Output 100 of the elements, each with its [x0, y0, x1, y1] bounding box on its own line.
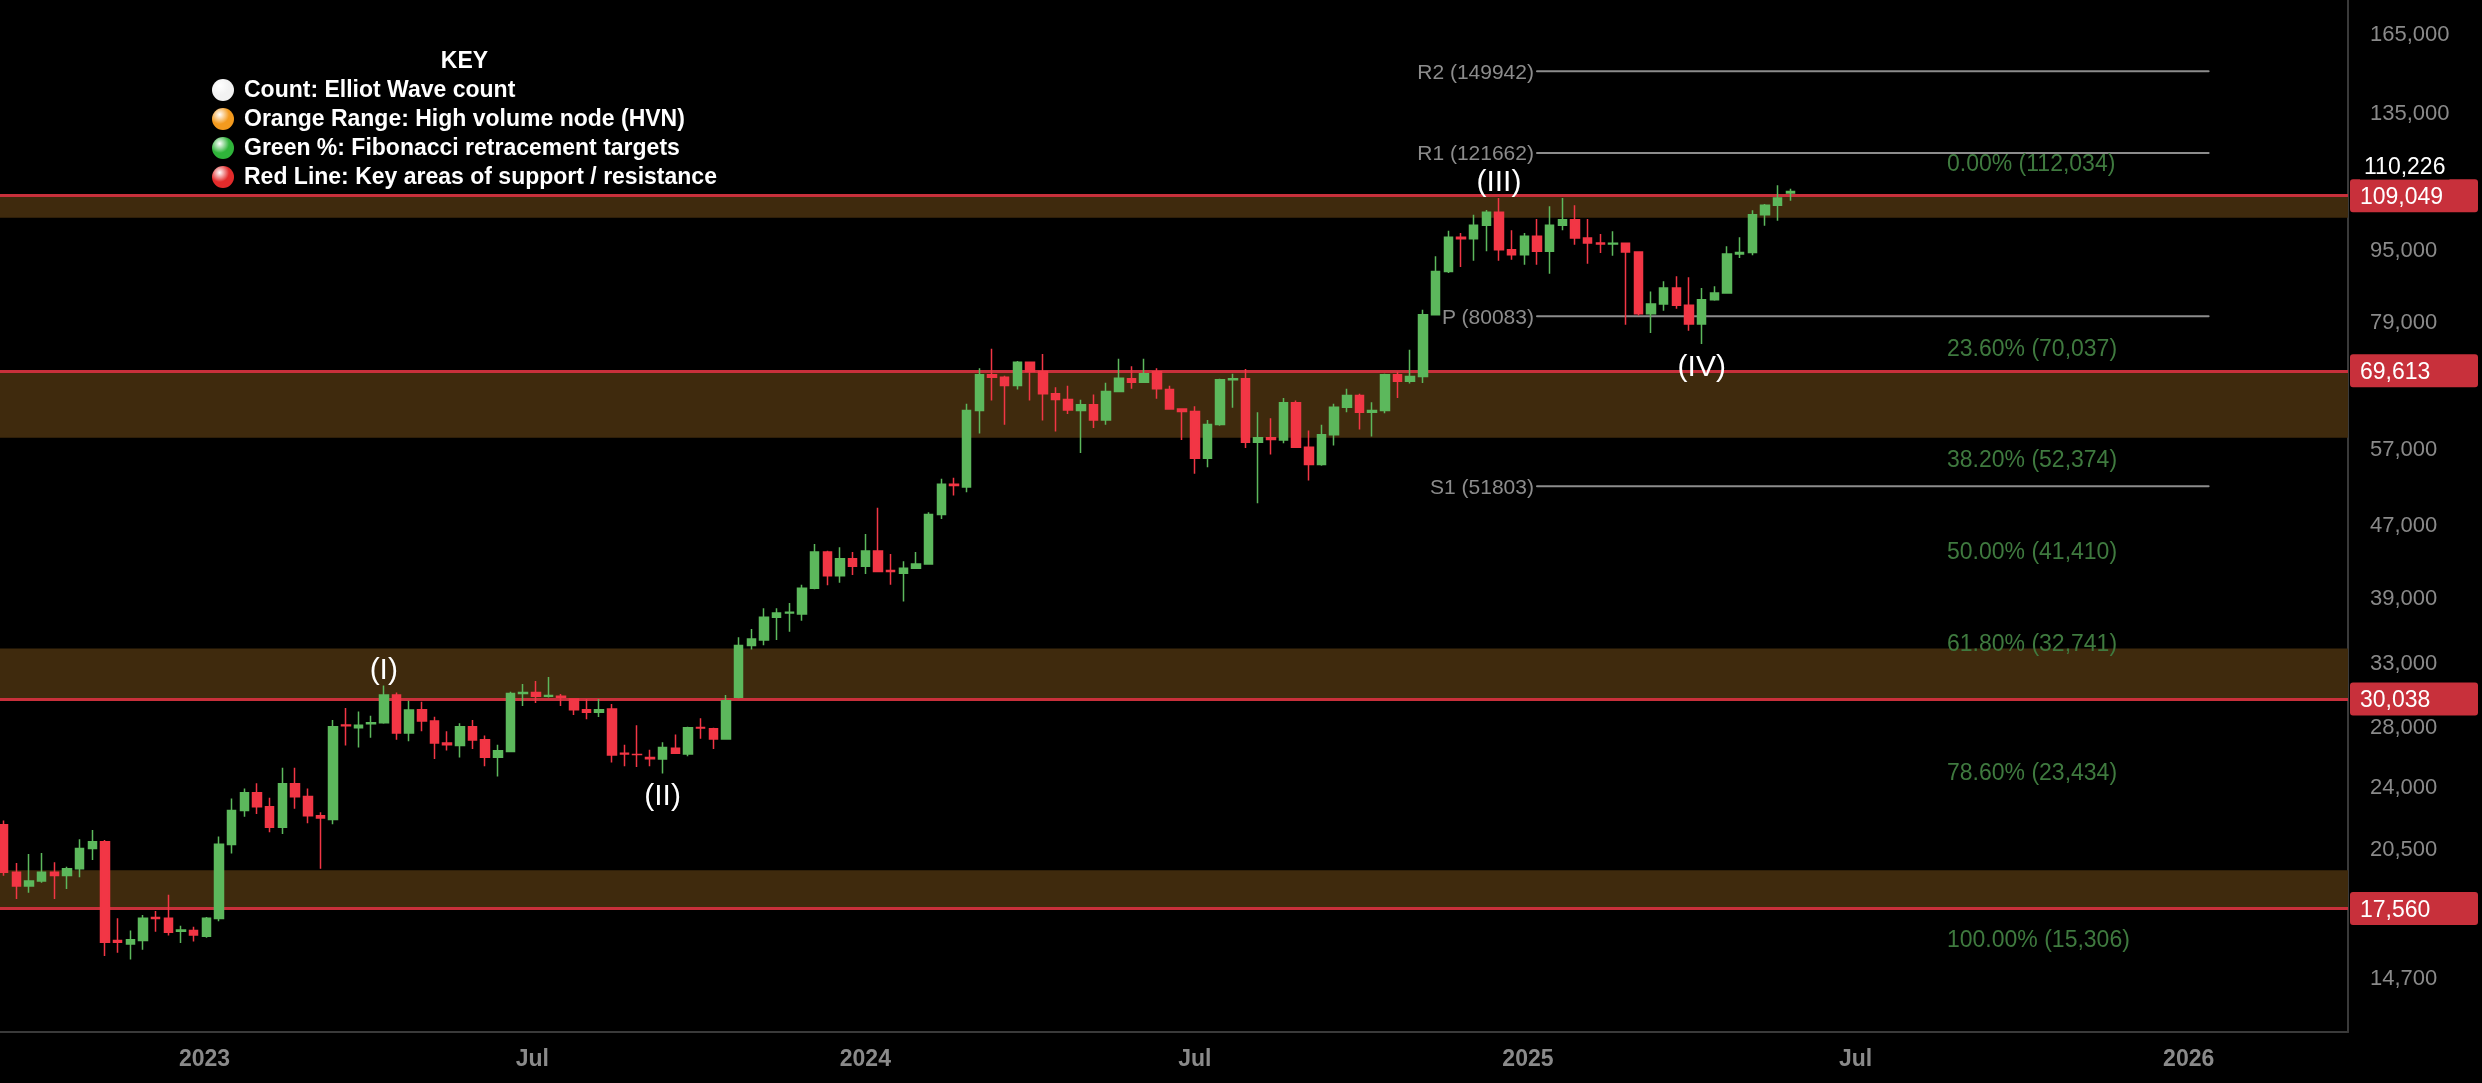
- candlestick: [1328, 403, 1340, 447]
- candlestick: [999, 375, 1010, 426]
- candlestick: [264, 797, 275, 834]
- candlestick: [429, 716, 440, 760]
- annotation: KEY: [439, 46, 490, 75]
- candlestick: [1468, 213, 1479, 262]
- candlestick: [1671, 275, 1682, 310]
- candlestick: [1696, 287, 1707, 345]
- text: 110,226: [2364, 153, 2446, 179]
- candlestick: [1303, 429, 1315, 482]
- candlestick: [809, 543, 820, 590]
- candlestick: [1544, 205, 1555, 275]
- candlestick: [555, 693, 567, 707]
- series-label: S1 (51803): [1430, 474, 1534, 498]
- candlestick: [1709, 285, 1720, 302]
- candlestick: [1126, 365, 1137, 390]
- candlestick: [1734, 236, 1745, 259]
- candlestick: [1683, 276, 1695, 332]
- candlestick: [226, 797, 237, 855]
- x-tick-label: 2026: [2163, 1044, 2215, 1071]
- candlestick: [517, 683, 529, 707]
- candlestick: [1772, 184, 1783, 222]
- candlestick: [1633, 251, 1644, 317]
- candlestick: [1202, 419, 1213, 468]
- candlestick: [11, 862, 22, 900]
- candlestick: [1569, 204, 1581, 246]
- annotation: Orange Range: High volume node (HVN): [244, 104, 685, 133]
- candlestick: [923, 511, 934, 566]
- y-tick-label: 33,000: [2370, 649, 2438, 675]
- candlestick: [188, 926, 199, 943]
- candlestick: [733, 636, 744, 699]
- y-tick-label: 28,000: [2370, 713, 2438, 739]
- candlestick: [1164, 385, 1175, 410]
- candlestick: [1658, 280, 1669, 312]
- candlestick: [872, 507, 884, 573]
- candlestick: [822, 550, 833, 587]
- candlestick: [898, 560, 909, 603]
- candlestick: [910, 551, 922, 570]
- x-tick-label: Jul: [1178, 1044, 1212, 1071]
- candlestick: [1404, 349, 1416, 385]
- candlestick: [289, 767, 301, 810]
- y-tick-label: 39,000: [2370, 584, 2438, 610]
- candlestick: [1506, 229, 1517, 261]
- candlestick: [581, 698, 592, 720]
- candlestick: [834, 546, 846, 584]
- candlestick: [885, 553, 896, 586]
- candlestick: [1595, 233, 1606, 254]
- candlestick: [403, 699, 415, 743]
- candlestick: [1100, 382, 1112, 426]
- candlestick: [1785, 187, 1796, 202]
- annotation: (III): [1476, 164, 1522, 198]
- candlestick: [1316, 424, 1327, 467]
- candlestick: [1151, 367, 1163, 400]
- candlestick: [1088, 393, 1099, 429]
- annotation: 38.20% (52,374): [1947, 446, 2118, 472]
- candlestick: [619, 743, 630, 767]
- candlestick: [378, 684, 390, 725]
- annotation: Count: Elliot Wave count: [244, 75, 516, 104]
- x-tick-label: 2023: [178, 1044, 231, 1071]
- y-tick-label: 24,000: [2370, 774, 2438, 800]
- candlestick: [1278, 397, 1289, 444]
- candlestick: [454, 722, 466, 759]
- candlestick: [1493, 197, 1505, 262]
- candlestick: [1620, 242, 1631, 326]
- candlestick: [1531, 218, 1543, 266]
- candlestick: [391, 691, 402, 741]
- candlestick: [657, 741, 668, 775]
- ref-line-label: 30,038: [2360, 685, 2431, 712]
- candlestick: [1012, 360, 1023, 391]
- candlestick: [175, 925, 187, 944]
- series-label: R1 (121662): [1417, 141, 1534, 165]
- candlestick: [543, 676, 554, 699]
- candlestick: [1721, 245, 1733, 295]
- candlestick: [568, 697, 580, 716]
- annotation: Green %: Fibonacci retracement targets: [244, 133, 680, 162]
- annotation: 100.00% (15,306): [1947, 926, 2130, 952]
- y-tick-label: 95,000: [2370, 236, 2438, 262]
- candlestick: [746, 628, 757, 651]
- candlestick: [1265, 417, 1277, 456]
- candlestick: [1341, 388, 1353, 414]
- candlestick: [670, 733, 681, 755]
- candlestick: [99, 839, 111, 957]
- candlestick: [302, 787, 314, 824]
- candlestick: [1138, 358, 1150, 384]
- candlestick: [1366, 401, 1378, 438]
- candlestick: [936, 478, 947, 520]
- candlestick: [796, 584, 808, 622]
- candlestick: [986, 348, 998, 402]
- candlestick: [758, 607, 770, 646]
- candlestick: [1290, 399, 1302, 449]
- y-tick-label: 165,000: [2370, 21, 2450, 47]
- candlestick: [1024, 360, 1036, 402]
- candlestick: [353, 710, 364, 749]
- candlestick: [1227, 373, 1239, 409]
- y-tick-label: 57,000: [2370, 436, 2438, 462]
- candlestick: [163, 894, 174, 937]
- candlestick: [1113, 358, 1125, 394]
- candlestick: [1037, 353, 1049, 422]
- candlestick: [1747, 209, 1758, 257]
- y-tick-label: 20,500: [2370, 835, 2438, 861]
